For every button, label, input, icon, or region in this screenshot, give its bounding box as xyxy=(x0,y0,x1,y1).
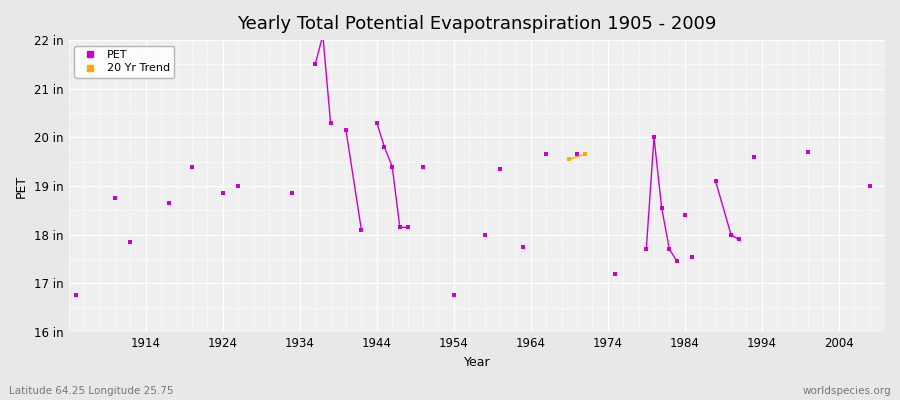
Text: Latitude 64.25 Longitude 25.75: Latitude 64.25 Longitude 25.75 xyxy=(9,386,174,396)
Y-axis label: PET: PET xyxy=(15,174,28,198)
X-axis label: Year: Year xyxy=(464,356,490,369)
Legend: PET, 20 Yr Trend: PET, 20 Yr Trend xyxy=(75,46,174,78)
Text: worldspecies.org: worldspecies.org xyxy=(803,386,891,396)
Title: Yearly Total Potential Evapotranspiration 1905 - 2009: Yearly Total Potential Evapotranspiratio… xyxy=(238,15,716,33)
